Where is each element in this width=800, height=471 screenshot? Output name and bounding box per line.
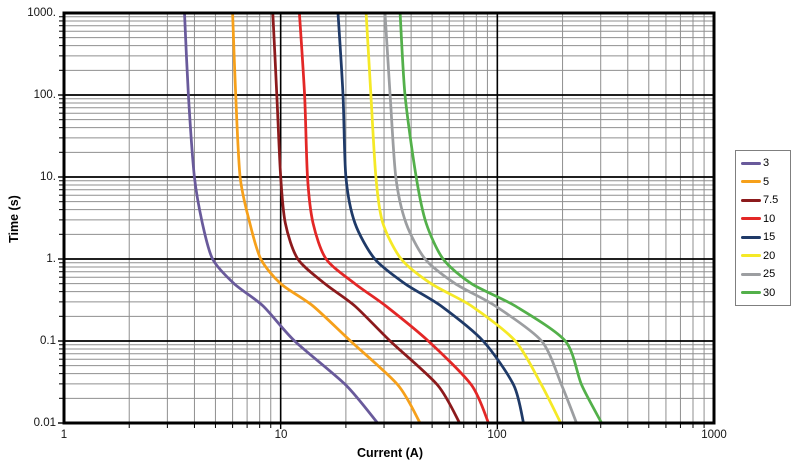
curve-7.5 (271, 13, 461, 423)
x-tick-label: 1 (60, 429, 68, 441)
legend-item-5: 5 (741, 175, 790, 189)
y-tick-label: 1000. (27, 7, 56, 19)
x-tick-label: 1000 (701, 429, 727, 441)
legend-item-25: 25 (741, 267, 790, 281)
plot-border (62, 11, 716, 425)
legend-item-3: 3 (741, 156, 790, 170)
legend-label: 3 (763, 157, 770, 170)
legend-label: 30 (763, 286, 776, 299)
curve-20 (364, 13, 563, 423)
legend-swatch (741, 235, 761, 239)
legend-label: 25 (763, 268, 776, 281)
legend-label: 7.5 (763, 194, 779, 207)
y-axis-title: Time (s) (7, 195, 21, 243)
y-tick-label: 0.01 (33, 417, 56, 429)
legend-item-20: 20 (741, 249, 790, 263)
legend-label: 10 (763, 212, 776, 225)
legend: 3 5 7.5 10 15 20 25 30 (735, 150, 791, 306)
x-tick-label: 100 (487, 429, 507, 441)
legend-label: 20 (763, 249, 776, 262)
curve-30 (398, 13, 603, 423)
legend-item-15: 15 (741, 230, 790, 244)
x-axis-title: Current (A) (357, 446, 423, 460)
curve-3 (183, 13, 379, 423)
y-tick-label: 10. (40, 171, 56, 183)
legend-swatch (741, 272, 761, 276)
curve-5 (231, 13, 422, 423)
legend-swatch (741, 291, 761, 295)
x-tick-label: 10 (274, 429, 288, 441)
legend-swatch (741, 198, 761, 202)
legend-swatch (741, 254, 761, 258)
legend-item-30: 30 (741, 286, 790, 300)
curve-25 (383, 13, 578, 423)
legend-swatch (741, 217, 761, 221)
legend-label: 5 (763, 175, 770, 188)
legend-swatch (741, 180, 761, 184)
curves-group (183, 13, 603, 423)
legend-item-10: 10 (741, 212, 790, 226)
y-tick-label: 100. (33, 89, 56, 101)
y-tick-label: 0.1 (40, 335, 56, 347)
minor-gridlines (64, 13, 714, 423)
legend-label: 15 (763, 231, 776, 244)
legend-swatch (741, 161, 761, 165)
y-tick-label: 1. (46, 253, 56, 265)
curve-15 (336, 13, 525, 423)
legend-item-7.5: 7.5 (741, 193, 790, 207)
curve-10 (298, 13, 490, 423)
